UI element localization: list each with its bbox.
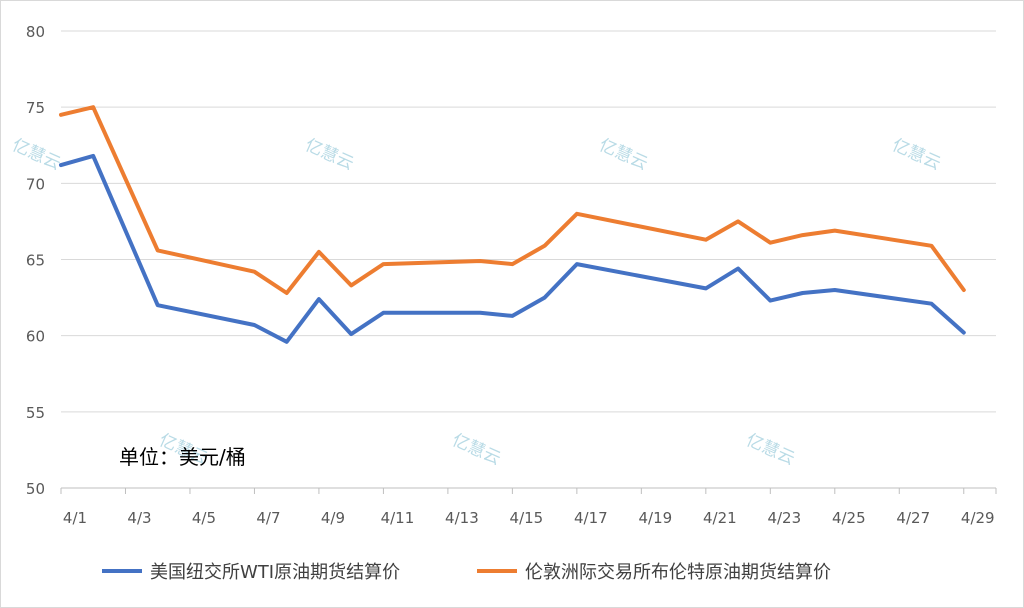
gridlines bbox=[61, 30, 996, 413]
watermark: 亿慧云 bbox=[9, 135, 64, 174]
legend: 美国纽交所WTI原油期货结算价 伦敦洲际交易所布伦特原油期货结算价 bbox=[102, 562, 831, 583]
x-tick-label: 4/29 bbox=[961, 509, 995, 527]
y-tick-label: 50 bbox=[26, 480, 45, 498]
x-tick-label: 4/3 bbox=[127, 509, 151, 527]
x-tick-label: 4/5 bbox=[192, 509, 216, 527]
brent-series-line bbox=[59, 105, 966, 295]
x-tick-label: 4/1 bbox=[63, 509, 87, 527]
watermark: 亿慧云 bbox=[302, 135, 357, 174]
x-tick-label: 4/11 bbox=[381, 509, 415, 527]
watermark: 亿慧云 bbox=[449, 430, 504, 469]
series-lines bbox=[59, 105, 966, 344]
y-tick-label: 80 bbox=[26, 23, 45, 41]
legend-label: 美国纽交所WTI原油期货结算价 bbox=[150, 562, 400, 583]
legend-label: 伦敦洲际交易所布伦特原油期货结算价 bbox=[525, 562, 831, 583]
x-tick-label: 4/17 bbox=[574, 509, 608, 527]
wti-series-line bbox=[59, 153, 966, 344]
watermark: 亿慧云 bbox=[889, 135, 944, 174]
x-tick-label: 4/13 bbox=[445, 509, 479, 527]
axes: 50 55 60 65 70 75 80 4/1 4/3 4/5 4/7 4/9 4/11 4/13 4/1… bbox=[26, 23, 997, 527]
y-tick-label: 70 bbox=[26, 175, 45, 193]
x-tick-label: 4/21 bbox=[703, 509, 737, 527]
x-tick-label: 4/15 bbox=[510, 509, 544, 527]
x-tick-label: 4/9 bbox=[321, 509, 345, 527]
y-tick-label: 60 bbox=[26, 328, 45, 346]
y-tick-label: 65 bbox=[26, 252, 45, 270]
x-tick-label: 4/19 bbox=[639, 509, 673, 527]
watermark: 亿慧云 bbox=[743, 430, 798, 469]
watermark: 亿慧云 bbox=[596, 135, 651, 174]
y-tick-label: 75 bbox=[26, 99, 45, 117]
x-tick-label: 4/7 bbox=[256, 509, 280, 527]
x-tick-label: 4/27 bbox=[896, 509, 930, 527]
x-tick-label: 4/25 bbox=[832, 509, 866, 527]
y-tick-label: 55 bbox=[26, 404, 45, 422]
unit-label: 单位：美元/桶 bbox=[119, 445, 246, 469]
x-tick-label: 4/23 bbox=[767, 509, 801, 527]
